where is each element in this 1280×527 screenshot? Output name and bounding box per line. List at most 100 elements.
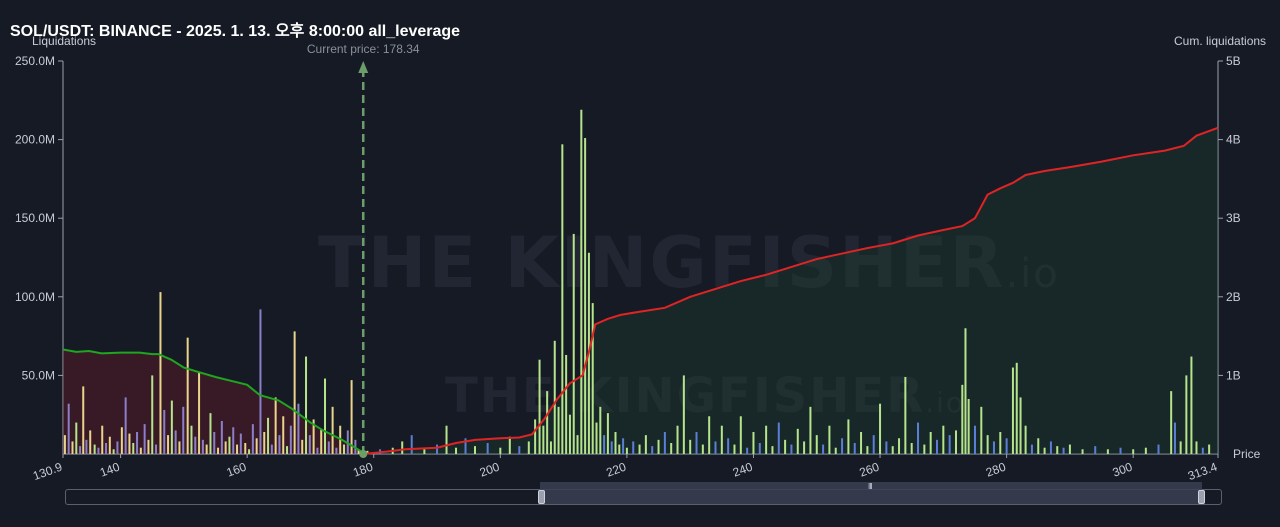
short-bar: [714, 441, 717, 454]
short-bar: [580, 109, 583, 455]
short-bar: [682, 375, 685, 454]
long-bar: [167, 435, 170, 454]
short-bar: [410, 435, 413, 454]
long-bar: [101, 425, 104, 454]
current-price-dot: [359, 450, 368, 458]
short-bar: [576, 435, 579, 454]
left-axis-title: Liquidations: [32, 34, 97, 48]
short-bar: [565, 354, 568, 454]
short-bar: [632, 441, 635, 454]
x-tick-label: 260: [857, 460, 881, 480]
long-bar: [357, 449, 360, 454]
long-bar: [312, 419, 315, 454]
long-bar: [305, 356, 308, 454]
long-bar: [320, 428, 323, 454]
short-bar: [542, 425, 545, 454]
x-tick-label: 313.4: [1186, 460, 1219, 484]
short-bar: [1081, 449, 1084, 454]
long-bar: [220, 420, 223, 454]
long-bar: [155, 444, 158, 454]
short-bar: [758, 442, 761, 454]
long-bar: [224, 441, 227, 454]
short-bar: [366, 450, 369, 454]
long-bar: [259, 309, 262, 454]
long-bar: [194, 436, 197, 454]
short-bar: [1019, 397, 1022, 454]
short-bar: [936, 439, 939, 454]
short-bar: [891, 446, 894, 454]
short-bar: [815, 435, 818, 454]
short-bar: [860, 431, 863, 454]
x-tick-label: 160: [225, 460, 249, 480]
short-bar: [527, 441, 530, 454]
long-bar: [186, 337, 189, 454]
long-bar: [170, 400, 173, 454]
long-bar: [342, 444, 345, 454]
long-bar: [278, 435, 281, 454]
short-bar: [803, 441, 806, 454]
x-tick-label: 130.9: [31, 460, 64, 484]
short-bar: [790, 444, 793, 454]
scrollbar-selection[interactable]: [540, 482, 1202, 504]
short-bar: [1208, 444, 1211, 454]
long-bar: [108, 436, 111, 454]
scrollbar-left-handle[interactable]: [538, 490, 545, 504]
long-bar: [228, 436, 231, 454]
short-bar: [1037, 438, 1040, 454]
short-bar: [625, 447, 628, 454]
long-bar: [112, 449, 115, 454]
short-bar: [549, 441, 552, 454]
short-bar: [508, 436, 511, 454]
x-tick-label: 220: [604, 460, 628, 480]
long-bar: [316, 447, 319, 454]
long-bar: [213, 431, 216, 454]
long-bar: [297, 403, 300, 454]
x-tick-label: 180: [351, 460, 375, 480]
short-bar: [561, 144, 564, 455]
short-bar: [942, 425, 945, 454]
short-bar: [651, 446, 654, 454]
short-bar: [1094, 446, 1097, 454]
short-bar: [1015, 362, 1018, 454]
long-bar: [174, 430, 177, 454]
short-bar: [847, 419, 850, 454]
long-bar: [289, 425, 292, 454]
short-bar: [595, 422, 598, 454]
scrollbar-grip-icon[interactable]: III: [868, 482, 873, 491]
scrollbar-right-handle[interactable]: [1198, 490, 1205, 504]
long-bar: [71, 441, 74, 454]
short-bar: [917, 422, 920, 454]
short-bar: [614, 431, 617, 454]
long-bar: [147, 439, 150, 454]
short-bar: [534, 419, 537, 454]
short-bar: [708, 416, 711, 454]
long-bar: [251, 424, 254, 454]
long-bar: [301, 439, 304, 454]
short-bar: [1030, 444, 1033, 454]
short-bar: [557, 406, 560, 454]
short-bar: [898, 438, 901, 454]
short-bar: [1144, 447, 1147, 454]
x-tick-label: 140: [98, 460, 122, 480]
long-bar: [63, 435, 66, 454]
short-bar: [796, 428, 799, 454]
long-bar: [97, 447, 100, 454]
short-bar: [967, 398, 970, 454]
long-bar: [282, 416, 285, 454]
long-bar: [89, 430, 92, 454]
short-bar: [689, 439, 692, 454]
short-bar: [1062, 447, 1065, 454]
short-bar: [929, 431, 932, 454]
short-bar: [765, 425, 768, 454]
left-tick-label: 150.0M: [15, 211, 55, 225]
short-bar: [999, 431, 1002, 454]
right-axis-title: Cum. liquidations: [1174, 34, 1267, 48]
short-bar: [1119, 447, 1122, 454]
long-bar: [255, 438, 258, 454]
long-bar: [335, 447, 338, 454]
long-bar: [263, 431, 266, 454]
short-bar: [676, 425, 679, 454]
short-bar: [1106, 449, 1109, 454]
short-bar: [841, 438, 844, 454]
long-bar: [327, 441, 330, 454]
